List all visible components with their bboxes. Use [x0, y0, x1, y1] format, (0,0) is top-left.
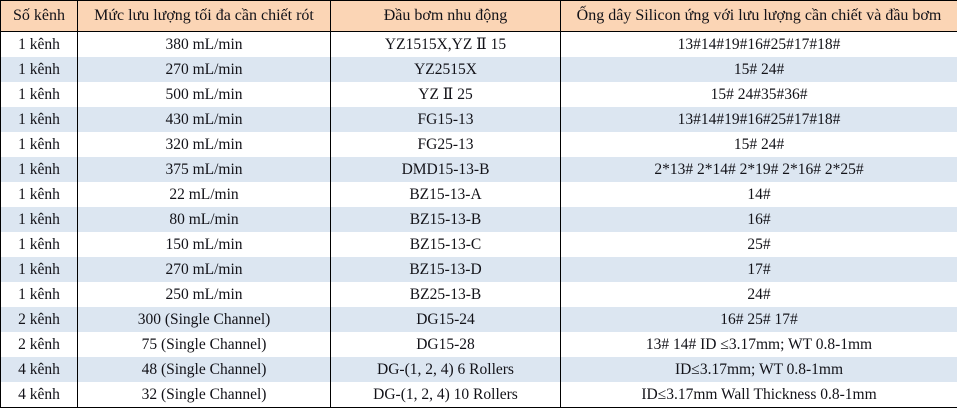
table-cell: 4 kênh: [0, 357, 78, 382]
table-cell: 270 mL/min: [77, 257, 331, 282]
table-body: 1 kênh 380 mL/min YZ1515X,YZ Ⅱ 15 13#14#19#…: [0, 31, 957, 408]
table-cell: 13#14#19#16#25#17#18#: [560, 31, 957, 57]
table-cell: 13# 14# ID ≤3.17mm; WT 0.8-1mm: [560, 332, 957, 357]
table-cell: FG25-13: [330, 132, 561, 157]
table-cell: 300 (Single Channel): [77, 307, 331, 332]
table-row: 1 kênh 270 mL/min YZ2515X 15# 24#: [0, 57, 957, 82]
table-cell: 2 kênh: [0, 332, 78, 357]
table-cell: 32 (Single Channel): [77, 382, 331, 408]
table-cell: BZ15-13-A: [330, 182, 561, 207]
table-row: 1 kênh 150 mL/min BZ15-13-C 25#: [0, 232, 957, 257]
table-cell: BZ15-13-D: [330, 257, 561, 282]
table-cell: 380 mL/min: [77, 31, 331, 57]
table-cell: DG-(1, 2, 4) 6 Rollers: [330, 357, 561, 382]
table-row: 4 kênh 48 (Single Channel) DG-(1, 2, 4) 6 …: [0, 357, 957, 382]
table-cell: BZ15-13-C: [330, 232, 561, 257]
table-row: 1 kênh 430 mL/min FG15-13 13#14#19#16#25#17…: [0, 107, 957, 132]
table-cell: BZ25-13-B: [330, 282, 561, 307]
table-cell: 16#: [560, 207, 957, 232]
table-row: 1 kênh 22 mL/min BZ15-13-A 14#: [0, 182, 957, 207]
table-cell: 2 kênh: [0, 307, 78, 332]
table-cell: 25#: [560, 232, 957, 257]
table-header-row: Số kênh Mức lưu lượng tối đa cần chiết r…: [0, 0, 957, 32]
table-cell: 1 kênh: [0, 107, 78, 132]
table-cell: DMD15-13-B: [330, 157, 561, 182]
table-cell: ID≤3.17mm Wall Thickness 0.8-1mm: [560, 382, 957, 408]
table-row: 1 kênh 320 mL/min FG25-13 15# 24#: [0, 132, 957, 157]
table-cell: 1 kênh: [0, 82, 78, 107]
table-cell: 1 kênh: [0, 182, 78, 207]
table-cell: 14#: [560, 182, 957, 207]
table-cell: 270 mL/min: [77, 57, 331, 82]
table-row: 1 kênh 380 mL/min YZ1515X,YZ Ⅱ 15 13#14#19#…: [0, 31, 957, 57]
column-header-silicon-tubing: Ống dây Silicon ứng với lưu lượng cần ch…: [560, 0, 957, 32]
table-cell: 4 kênh: [0, 382, 78, 408]
table-cell: DG15-28: [330, 332, 561, 357]
table-cell: 16# 25# 17#: [560, 307, 957, 332]
table-row: 1 kênh 80 mL/min BZ15-13-B 16#: [0, 207, 957, 232]
table-cell: 1 kênh: [0, 57, 78, 82]
table-cell: 250 mL/min: [77, 282, 331, 307]
table-cell: DG15-24: [330, 307, 561, 332]
table-cell: DG-(1, 2, 4) 10 Rollers: [330, 382, 561, 408]
table-row: 1 kênh 375 mL/min DMD15-13-B 2*13# 2*14# 2*…: [0, 157, 957, 182]
column-header-max-flow: Mức lưu lượng tối đa cần chiết rót: [77, 0, 331, 32]
table-row: 2 kênh 300 (Single Channel) DG15-24 16# 25#…: [0, 307, 957, 332]
table-cell: 1 kênh: [0, 207, 78, 232]
table-cell: 500 mL/min: [77, 82, 331, 107]
table-cell: 75 (Single Channel): [77, 332, 331, 357]
table-cell: YZ Ⅱ 25: [330, 82, 561, 107]
table-cell: FG15-13: [330, 107, 561, 132]
table-row: 4 kênh 32 (Single Channel) DG-(1, 2, 4) 10…: [0, 382, 957, 408]
table-cell: 1 kênh: [0, 31, 78, 57]
table-cell: YZ2515X: [330, 57, 561, 82]
table-cell: 430 mL/min: [77, 107, 331, 132]
table-cell: 48 (Single Channel): [77, 357, 331, 382]
table-cell: 15# 24#35#36#: [560, 82, 957, 107]
table-cell: 1 kênh: [0, 282, 78, 307]
table-cell: 17#: [560, 257, 957, 282]
table-cell: YZ1515X,YZ Ⅱ 15: [330, 31, 561, 57]
table-cell: 2*13# 2*14# 2*19# 2*16# 2*25#: [560, 157, 957, 182]
table-row: 1 kênh 270 mL/min BZ15-13-D 17#: [0, 257, 957, 282]
table-cell: 375 mL/min: [77, 157, 331, 182]
table-cell: 13#14#19#16#25#17#18#: [560, 107, 957, 132]
table-cell: 150 mL/min: [77, 232, 331, 257]
column-header-pump-head: Đầu bơm nhu động: [330, 0, 561, 32]
table-row: 2 kênh 75 (Single Channel) DG15-28 13# 14# …: [0, 332, 957, 357]
table-cell: BZ15-13-B: [330, 207, 561, 232]
table-cell: ID≤3.17mm; WT 0.8-1mm: [560, 357, 957, 382]
table-cell: 1 kênh: [0, 132, 78, 157]
table-cell: 1 kênh: [0, 232, 78, 257]
table-row: 1 kênh 250 mL/min BZ25-13-B 24#: [0, 282, 957, 307]
table-cell: 1 kênh: [0, 157, 78, 182]
table-cell: 24#: [560, 282, 957, 307]
table-cell: 320 mL/min: [77, 132, 331, 157]
table-cell: 15# 24#: [560, 57, 957, 82]
table-row: 1 kênh 500 mL/min YZ Ⅱ 25 15# 24#35#36#: [0, 82, 957, 107]
column-header-channels: Số kênh: [0, 0, 78, 32]
table-cell: 15# 24#: [560, 132, 957, 157]
table-cell: 22 mL/min: [77, 182, 331, 207]
table-cell: 80 mL/min: [77, 207, 331, 232]
table-cell: 1 kênh: [0, 257, 78, 282]
